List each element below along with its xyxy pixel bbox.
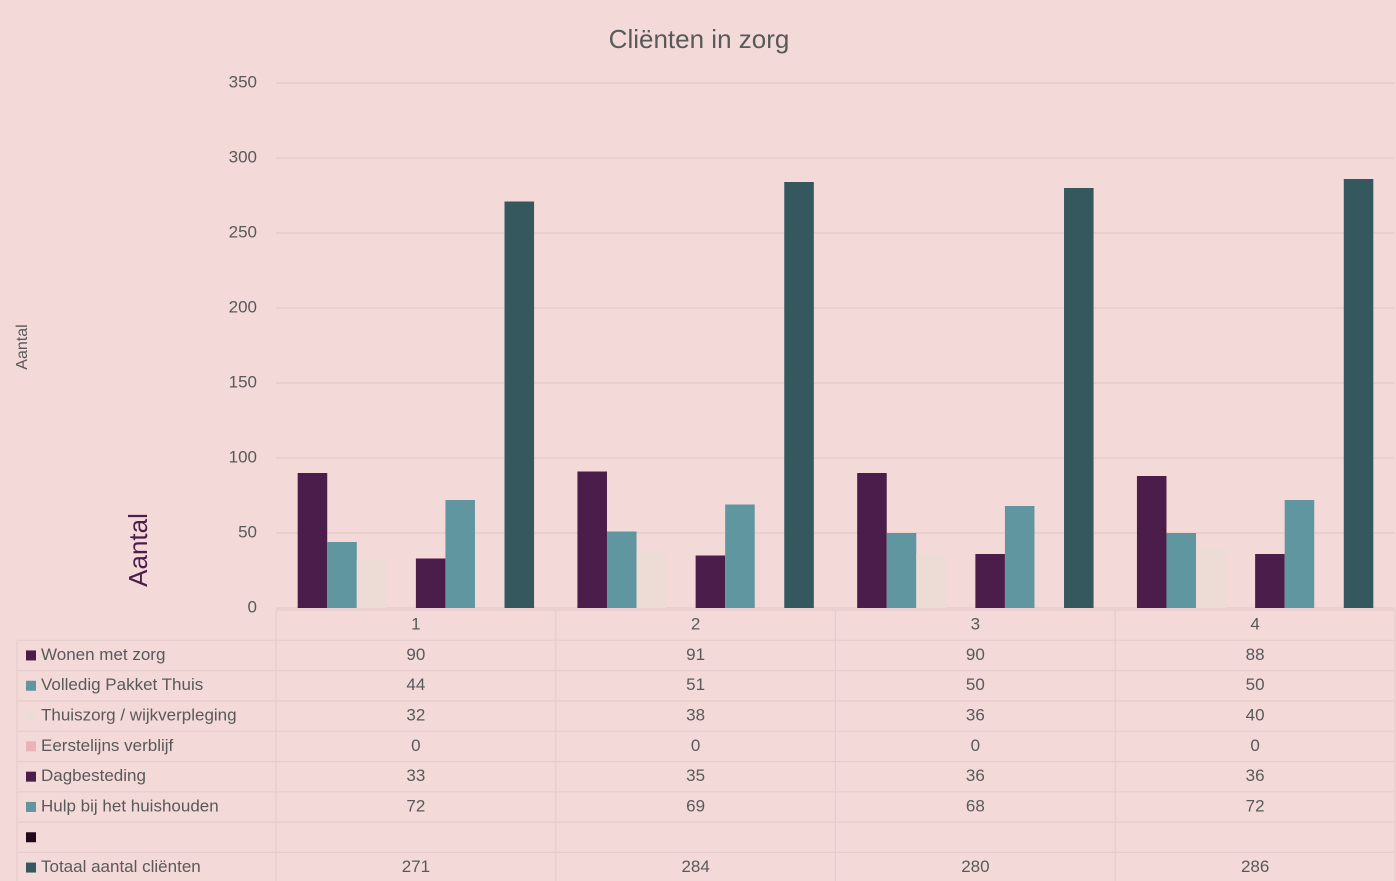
y-tick-label: 300 [229, 147, 257, 166]
bar [1343, 179, 1374, 608]
y-tick-label: 250 [229, 222, 257, 241]
bar [577, 471, 607, 608]
legend-label: Hulp bij het huishouden [41, 796, 219, 815]
legend-label: Volledig Pakket Thuis [41, 675, 203, 694]
legend-label: Totaal aantal cliënten [41, 857, 201, 876]
table-value: 51 [686, 675, 705, 694]
x-tick-label: 2 [691, 615, 700, 634]
bar [857, 473, 887, 608]
table-value: 40 [1246, 706, 1265, 725]
table-value: 33 [406, 766, 425, 785]
bar [784, 182, 814, 608]
table-value: 90 [966, 645, 985, 664]
bar [1166, 533, 1197, 608]
x-tick-label: 4 [1250, 615, 1259, 634]
legend-marker [26, 832, 36, 843]
y-axis-label: Aantal [14, 324, 31, 369]
table-value: 32 [406, 706, 425, 725]
chart-title: Cliënten in zorg [609, 24, 790, 54]
legend-marker [26, 680, 36, 691]
y-tick-label: 0 [248, 597, 257, 616]
table-value: 0 [971, 736, 980, 755]
table-value: 0 [1250, 736, 1259, 755]
bar [1004, 506, 1035, 608]
table-value: 0 [411, 736, 420, 755]
table-value: 271 [402, 857, 430, 876]
bar [695, 555, 726, 608]
table-value: 284 [681, 857, 709, 876]
bar [975, 554, 1005, 608]
legend-marker [26, 711, 36, 722]
table-value: 38 [686, 706, 705, 725]
table-value: 0 [691, 736, 700, 755]
y-tick-label: 50 [238, 522, 257, 541]
bar [725, 504, 755, 608]
bar [297, 473, 328, 608]
y-tick-label: 100 [229, 447, 257, 466]
legend-marker [26, 771, 36, 782]
table-value: 91 [686, 645, 705, 664]
y-tick-label: 350 [229, 72, 257, 91]
legend-label: Thuiszorg / wijkverpleging [41, 706, 237, 725]
annotation: Aantal [123, 513, 153, 587]
legend-label: Eerstelijns verblijf [41, 736, 174, 755]
table-value: 88 [1246, 645, 1265, 664]
table-value: 90 [406, 645, 425, 664]
bar [886, 533, 917, 608]
bar [445, 500, 475, 608]
y-tick-label: 150 [229, 372, 257, 391]
bar [1064, 188, 1094, 608]
x-tick-label: 3 [971, 615, 980, 634]
table-value: 72 [406, 796, 425, 815]
legend-marker [26, 741, 36, 752]
table-value: 68 [966, 796, 985, 815]
bar [1255, 554, 1285, 608]
bar [1284, 500, 1315, 608]
table-value: 36 [1246, 766, 1265, 785]
table-value: 44 [406, 675, 425, 694]
table-value: 286 [1241, 857, 1269, 876]
bar [504, 201, 535, 608]
table-value: 69 [686, 796, 705, 815]
bar [327, 542, 357, 608]
table-value: 36 [966, 706, 985, 725]
bar [356, 560, 387, 608]
table-value: 72 [1246, 796, 1265, 815]
table-value: 35 [686, 766, 705, 785]
legend-label: Dagbesteding [41, 766, 146, 785]
legend-marker [26, 650, 36, 661]
table-value: 280 [961, 857, 989, 876]
bar [606, 531, 637, 608]
bar [1136, 476, 1167, 608]
legend-label: Wonen met zorg [41, 645, 165, 664]
bar [916, 554, 946, 608]
legend-marker [26, 862, 36, 873]
table-value: 50 [966, 675, 985, 694]
bar [415, 558, 446, 608]
bar [1196, 548, 1226, 608]
table-value: 50 [1246, 675, 1265, 694]
legend-marker [26, 801, 36, 812]
x-tick-label: 1 [411, 615, 420, 634]
bar [636, 551, 667, 608]
y-tick-label: 200 [229, 297, 257, 316]
table-value: 36 [966, 766, 985, 785]
